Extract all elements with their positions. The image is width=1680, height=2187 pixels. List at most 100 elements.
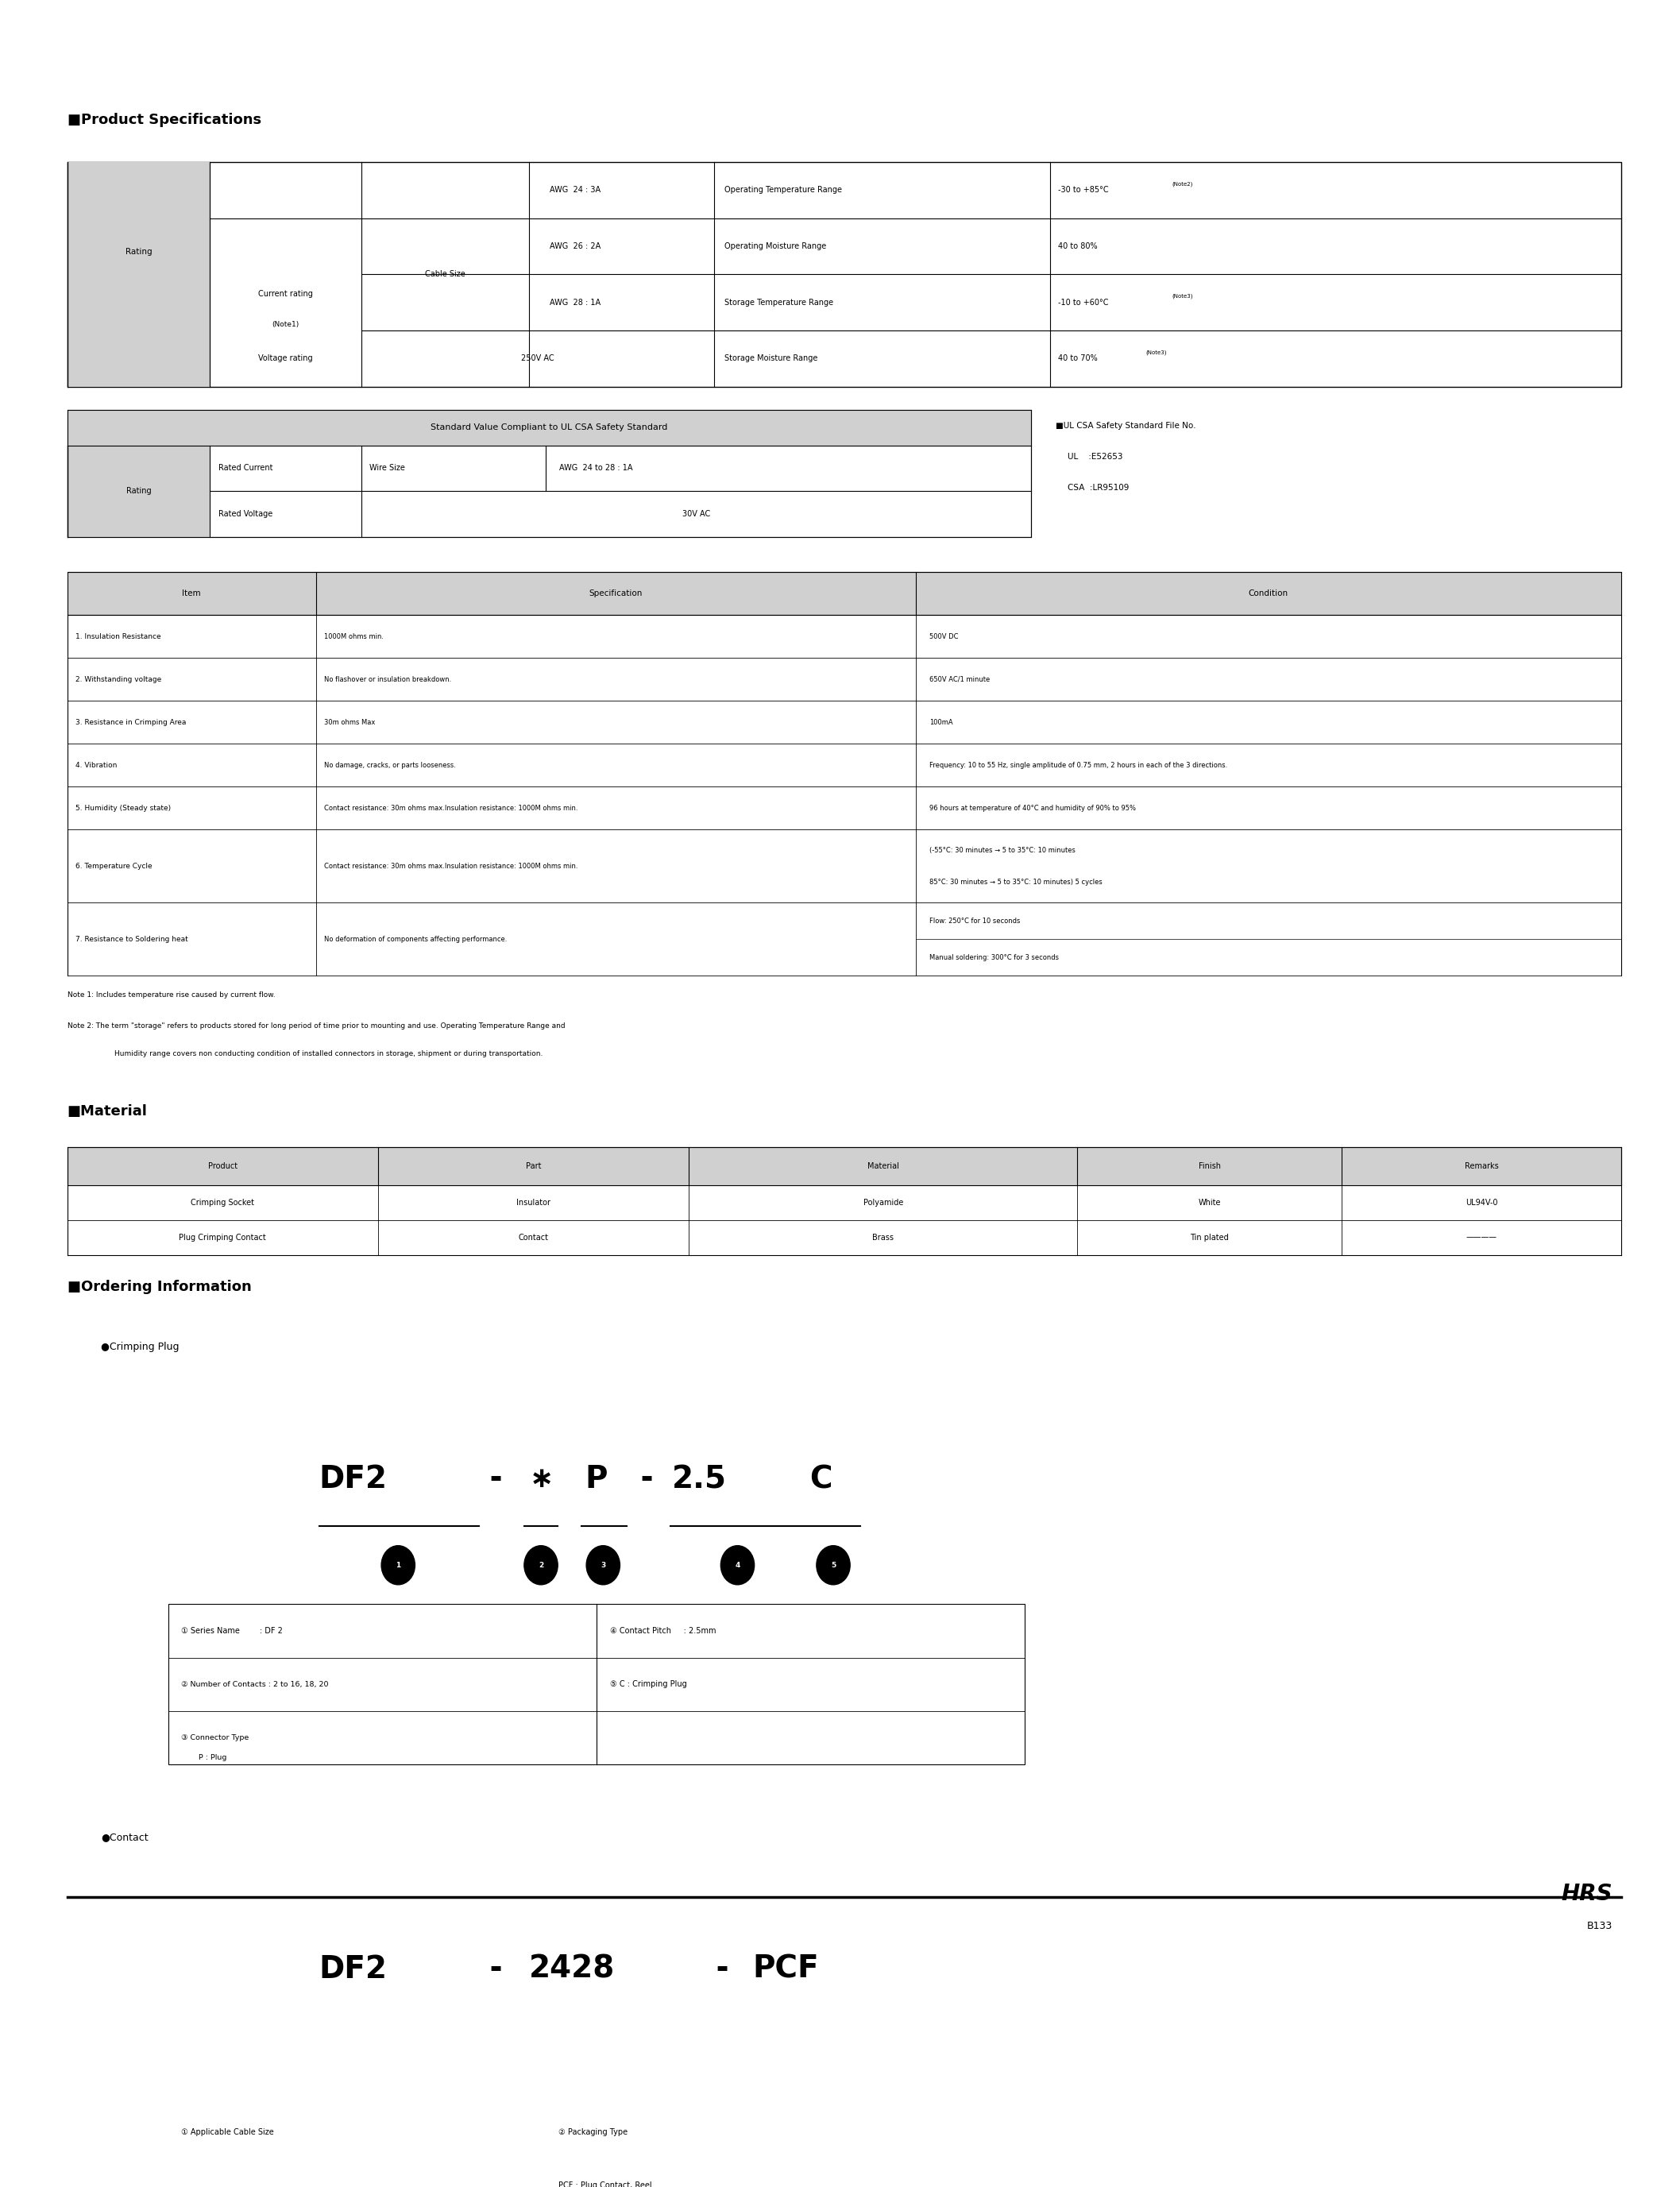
- Text: Polyamide: Polyamide: [864, 1198, 904, 1207]
- Text: 40 to 80%: 40 to 80%: [1058, 243, 1097, 249]
- Text: PCF : Plug Contact, Reel: PCF : Plug Contact, Reel: [558, 2183, 652, 2187]
- Text: Storage Moisture Range: Storage Moisture Range: [724, 354, 816, 363]
- Text: Part: Part: [526, 1161, 541, 1170]
- Bar: [67, 409, 1030, 536]
- Text: 2: 2: [832, 2051, 835, 2058]
- Bar: [168, 2095, 1025, 2187]
- Text: Note 1: Includes temperature rise caused by current flow.: Note 1: Includes temperature rise caused…: [67, 991, 276, 999]
- Text: No flashover or insulation breakdown.: No flashover or insulation breakdown.: [324, 676, 452, 682]
- Text: 4: 4: [734, 1562, 741, 1568]
- Text: P: P: [585, 1463, 606, 1494]
- Text: ●Contact: ●Contact: [101, 1833, 148, 1841]
- Text: ① Applicable Cable Size: ① Applicable Cable Size: [181, 2128, 274, 2137]
- Bar: [168, 1605, 1025, 1765]
- Text: DF2: DF2: [319, 1463, 388, 1494]
- Bar: [67, 573, 1621, 615]
- Text: CSA  :LR95109: CSA :LR95109: [1068, 483, 1129, 492]
- Text: Product: Product: [208, 1161, 237, 1170]
- Text: AWG  28 : 1A: AWG 28 : 1A: [549, 297, 600, 306]
- Text: Crimping Socket: Crimping Socket: [192, 1198, 254, 1207]
- Text: (Note1): (Note1): [272, 321, 299, 328]
- Text: PCF: PCF: [753, 1955, 820, 1984]
- Text: Finish: Finish: [1198, 1161, 1220, 1170]
- Text: AWG  24 to 28 : 1A: AWG 24 to 28 : 1A: [559, 464, 633, 472]
- Text: 5. Humidity (Steady state): 5. Humidity (Steady state): [76, 805, 171, 811]
- Bar: [67, 1148, 1621, 1185]
- Text: White: White: [1198, 1198, 1221, 1207]
- Text: Rated Current: Rated Current: [218, 464, 272, 472]
- Text: 500V DC: 500V DC: [929, 632, 958, 641]
- Text: Manual soldering: 300°C for 3 seconds: Manual soldering: 300°C for 3 seconds: [929, 954, 1058, 960]
- Text: 1: 1: [396, 1562, 400, 1568]
- Text: Contact resistance: 30m ohms max.Insulation resistance: 1000M ohms min.: Contact resistance: 30m ohms max.Insulat…: [324, 862, 578, 870]
- Text: 1. Insulation Resistance: 1. Insulation Resistance: [76, 632, 161, 641]
- Text: 40 to 70%: 40 to 70%: [1058, 354, 1100, 363]
- Bar: [67, 446, 210, 536]
- Text: 5: 5: [832, 1562, 835, 1568]
- Text: 85°C: 30 minutes → 5 to 35°C: 10 minutes) 5 cycles: 85°C: 30 minutes → 5 to 35°C: 10 minutes…: [929, 879, 1102, 886]
- Text: Storage Temperature Range: Storage Temperature Range: [724, 297, 833, 306]
- Text: 250V AC: 250V AC: [521, 354, 554, 363]
- Text: Frequency: 10 to 55 Hz, single amplitude of 0.75 mm, 2 hours in each of the 3 di: Frequency: 10 to 55 Hz, single amplitude…: [929, 761, 1226, 770]
- Text: 96 hours at temperature of 40°C and humidity of 90% to 95%: 96 hours at temperature of 40°C and humi…: [929, 805, 1136, 811]
- Text: Plug Crimping Contact: Plug Crimping Contact: [180, 1233, 265, 1242]
- Text: P : Plug: P : Plug: [198, 1754, 227, 1761]
- Text: AWG  26 : 2A: AWG 26 : 2A: [549, 243, 600, 249]
- Text: Rating: Rating: [126, 247, 151, 256]
- Circle shape: [381, 1546, 415, 1586]
- Text: (-55°C: 30 minutes → 5 to 35°C: 10 minutes: (-55°C: 30 minutes → 5 to 35°C: 10 minut…: [929, 846, 1075, 853]
- Circle shape: [586, 1546, 620, 1586]
- Text: B133: B133: [1588, 1920, 1613, 1931]
- Text: Operating Moisture Range: Operating Moisture Range: [724, 243, 827, 249]
- Text: Rating: Rating: [126, 488, 151, 494]
- Text: Standard Value Compliant to UL CSA Safety Standard: Standard Value Compliant to UL CSA Safet…: [430, 424, 667, 431]
- Text: 4. Vibration: 4. Vibration: [76, 761, 118, 770]
- Text: Wire Size: Wire Size: [370, 464, 405, 472]
- Text: Note 2: The term "storage" refers to products stored for long period of time pri: Note 2: The term "storage" refers to pro…: [67, 1024, 564, 1030]
- Text: UL    :E52653: UL :E52653: [1068, 453, 1122, 461]
- Text: (Note3): (Note3): [1173, 293, 1193, 300]
- Text: Brass: Brass: [872, 1233, 894, 1242]
- Text: Current rating: Current rating: [259, 291, 312, 297]
- Text: Contact resistance: 30m ohms max.Insulation resistance: 1000M ohms min.: Contact resistance: 30m ohms max.Insulat…: [324, 805, 578, 811]
- Text: ————: ————: [1467, 1233, 1497, 1242]
- Text: AWG  24 : 3A: AWG 24 : 3A: [549, 186, 600, 195]
- Text: -10 to +60°C: -10 to +60°C: [1058, 297, 1112, 306]
- Text: (Note2): (Note2): [1173, 182, 1193, 186]
- Bar: [67, 162, 1621, 387]
- Text: -: -: [630, 1463, 654, 1494]
- Text: Item: Item: [181, 590, 202, 597]
- Circle shape: [524, 1546, 558, 1586]
- Text: 1: 1: [396, 2051, 400, 2058]
- Text: 100mA: 100mA: [929, 720, 953, 726]
- Text: 2428: 2428: [529, 1955, 615, 1984]
- Text: 2.5: 2.5: [672, 1463, 727, 1494]
- Text: Contact: Contact: [519, 1233, 548, 1242]
- Text: ② Number of Contacts : 2 to 16, 18, 20: ② Number of Contacts : 2 to 16, 18, 20: [181, 1680, 329, 1688]
- Text: HRS: HRS: [1561, 1883, 1613, 1905]
- Text: 2. Withstanding voltage: 2. Withstanding voltage: [76, 676, 161, 682]
- Text: 7. Resistance to Soldering heat: 7. Resistance to Soldering heat: [76, 936, 188, 943]
- Text: Condition: Condition: [1248, 590, 1289, 597]
- Text: (Note3): (Note3): [1146, 350, 1168, 354]
- Text: ■Product Specifications: ■Product Specifications: [67, 112, 260, 127]
- Text: 6. Temperature Cycle: 6. Temperature Cycle: [76, 862, 153, 870]
- Text: -: -: [706, 1955, 729, 1984]
- Text: -: -: [479, 1955, 502, 1984]
- Text: 1000M ohms min.: 1000M ohms min.: [324, 632, 383, 641]
- Text: -30 to +85°C: -30 to +85°C: [1058, 186, 1112, 195]
- Text: Material: Material: [867, 1161, 899, 1170]
- Text: ■Ordering Information: ■Ordering Information: [67, 1279, 252, 1295]
- Text: Remarks: Remarks: [1465, 1161, 1499, 1170]
- Text: 3: 3: [601, 1562, 605, 1568]
- Text: UL94V-0: UL94V-0: [1465, 1198, 1497, 1207]
- Text: 2: 2: [539, 1562, 543, 1568]
- Text: 650V AC/1 minute: 650V AC/1 minute: [929, 676, 990, 682]
- Text: ② Packaging Type: ② Packaging Type: [558, 2128, 628, 2137]
- Text: ∗: ∗: [529, 1465, 553, 1494]
- Text: ⑤ C : Crimping Plug: ⑤ C : Crimping Plug: [610, 1680, 687, 1688]
- Text: Operating Temperature Range: Operating Temperature Range: [724, 186, 842, 195]
- Bar: [67, 162, 210, 387]
- Circle shape: [816, 1546, 850, 1586]
- Text: ●Crimping Plug: ●Crimping Plug: [101, 1343, 180, 1352]
